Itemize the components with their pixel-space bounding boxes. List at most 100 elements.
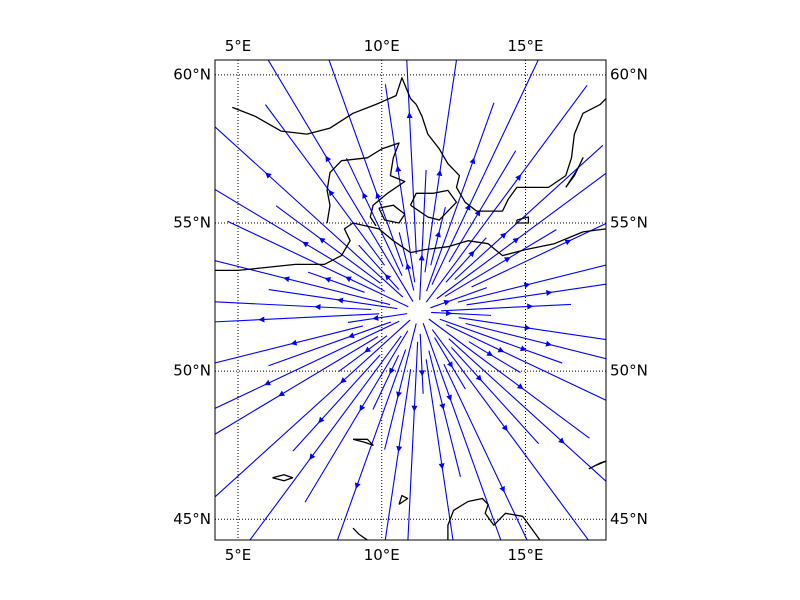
streamline-arrow: [435, 230, 441, 238]
streamline: [215, 313, 380, 323]
streamline-arrow: [344, 276, 352, 283]
streamline: [267, 60, 414, 302]
streamline: [443, 364, 528, 540]
streamline-arrow: [527, 303, 534, 310]
map-frame: [214, 59, 607, 541]
streamline: [457, 264, 606, 303]
streamline-arrow: [469, 157, 476, 165]
streamline: [428, 350, 461, 477]
latitude-label-left: 50°N: [173, 362, 211, 380]
streamline-arrow: [486, 350, 494, 357]
streamline: [436, 172, 606, 300]
coast-lake-balaton: [588, 460, 606, 470]
longitude-label-top: 10°E: [364, 37, 400, 55]
latitude-label-right: 55°N: [610, 213, 648, 231]
streamline-arrow: [419, 370, 425, 377]
streamline-arrow: [497, 346, 505, 353]
streamline: [215, 301, 372, 311]
streamline: [407, 341, 419, 540]
streamline: [215, 126, 404, 298]
coast-lake-geneva: [272, 474, 294, 482]
streamline: [441, 303, 571, 312]
streamline: [307, 271, 365, 293]
streamline-arrow: [501, 424, 508, 432]
streamline-arrow: [372, 314, 379, 321]
streamline-arrow: [546, 289, 553, 296]
coast-germany-north: [215, 222, 606, 272]
longitude-label-bottom: 5°E: [225, 546, 252, 564]
streamline: [430, 287, 488, 309]
streamline-arrow: [520, 345, 527, 352]
coast-norway-south: [232, 77, 417, 135]
streamline-arrow: [290, 339, 298, 346]
streamline: [428, 318, 590, 439]
streamline-arrow: [443, 299, 451, 306]
streamline-arrow: [564, 239, 572, 246]
streamline-arrow: [396, 445, 403, 453]
streamline-arrow: [500, 232, 507, 239]
streamline-arrow: [318, 416, 325, 424]
streamline: [215, 336, 379, 435]
coast-denmark-zealand: [409, 189, 458, 221]
coast-denmark-funen: [378, 204, 406, 224]
coast-italy-liguria: [352, 527, 368, 540]
streamline-arrow: [439, 403, 446, 410]
coastlines: [215, 77, 635, 540]
streamline: [398, 232, 415, 291]
streamline-arrow: [396, 391, 402, 398]
streamline-arrow: [512, 237, 520, 244]
streamline-arrow: [523, 282, 531, 289]
streamline-arrow: [302, 241, 309, 248]
streamline-arrow: [411, 405, 418, 412]
coast-sweden-west: [415, 97, 606, 212]
longitude-label-bottom: 15°E: [507, 546, 543, 564]
streamline-arrow: [318, 237, 326, 244]
streamline-arrow: [324, 277, 332, 283]
streamline-arrow: [278, 390, 285, 397]
streamline: [336, 349, 407, 540]
coast-gotland: [612, 137, 635, 161]
streamline: [268, 321, 392, 367]
streamline: [425, 359, 454, 540]
streamline-arrow: [445, 310, 453, 317]
streamline-arrow: [515, 174, 522, 181]
streamline: [444, 229, 557, 297]
streamline-arrow: [348, 332, 355, 339]
streamline: [431, 311, 492, 316]
streamline: [384, 84, 416, 283]
streamline-arrow: [336, 297, 344, 304]
streamline: [215, 319, 411, 498]
streamline-arrow: [503, 256, 511, 263]
streamline-arrow: [384, 274, 392, 281]
streamline-arrow: [265, 172, 272, 179]
streamline: [372, 355, 400, 410]
streamline: [448, 150, 517, 263]
streamline-arrow: [499, 485, 505, 493]
streamline: [384, 323, 417, 450]
latitude-label-left: 60°N: [173, 65, 211, 83]
streamline: [422, 322, 502, 540]
streamline: [419, 169, 427, 300]
streamline-arrow: [340, 377, 347, 384]
coast-lake-constance: [352, 438, 374, 446]
streamline: [426, 102, 495, 292]
streamline-arrow: [558, 437, 565, 444]
streamline: [268, 289, 398, 310]
streamline: [468, 341, 521, 373]
latitude-label-right: 50°N: [610, 362, 648, 380]
latitude-label-left: 55°N: [173, 213, 211, 231]
streamline-arrow: [389, 367, 395, 375]
streamline: [345, 157, 403, 276]
streamline: [338, 335, 388, 372]
streamline-arrow: [359, 404, 366, 412]
streamline: [304, 330, 409, 503]
streamline-arrow: [309, 453, 316, 460]
streamline: [424, 60, 458, 273]
streamline: [425, 85, 588, 303]
longitude-label-top: 5°E: [225, 37, 252, 55]
tick-labels: 5°E 5°E 10°E 10°E 15°E 15°E 45°N 45°N 50°N 50°N 55…: [173, 37, 648, 564]
streamline-arrow: [325, 155, 332, 163]
streamline-arrow: [375, 192, 382, 199]
streamline: [419, 333, 424, 394]
